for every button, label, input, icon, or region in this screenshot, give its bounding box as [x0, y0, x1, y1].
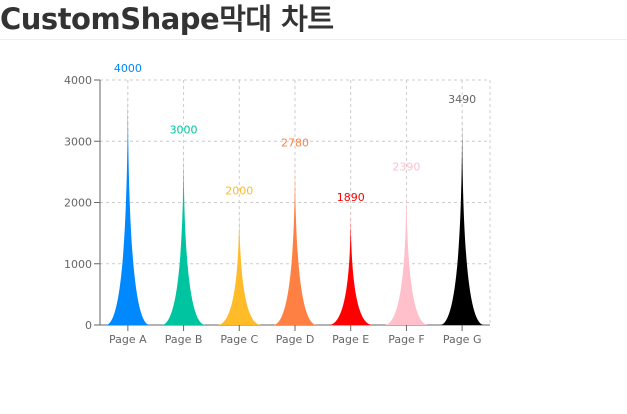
y-tick-label: 1000: [64, 258, 92, 271]
bar[interactable]: [105, 80, 150, 325]
bar-value-label: 4000: [114, 62, 142, 75]
bar-value-label: 3000: [170, 123, 198, 136]
y-tick-label: 2000: [64, 197, 92, 210]
x-tick-label: Page E: [332, 333, 369, 346]
bar[interactable]: [384, 178, 429, 325]
bar[interactable]: [328, 209, 373, 325]
x-tick-label: Page G: [443, 333, 482, 346]
bar-value-label: 2780: [281, 137, 309, 150]
bar[interactable]: [273, 154, 317, 325]
bar-value-label: 2390: [392, 161, 420, 174]
title-divider: [0, 39, 627, 40]
bars: [105, 80, 485, 326]
x-tick-label: Page A: [109, 333, 147, 346]
page-title: CustomShape막대 차트: [0, 2, 334, 36]
x-tick-label: Page F: [388, 333, 424, 346]
bar[interactable]: [440, 111, 485, 325]
y-tick-label: 4000: [64, 74, 92, 87]
bar[interactable]: [161, 141, 206, 325]
x-tick-label: Page D: [276, 333, 315, 346]
x-tick-label: Page B: [165, 333, 203, 346]
bar-value-label: 1890: [337, 191, 365, 204]
y-tick-label: 0: [85, 319, 92, 332]
y-tick-label: 3000: [64, 135, 92, 148]
bar-value-label: 2000: [225, 185, 253, 198]
data-labels: 4000 3000 2000 2780 1890 2390 3490: [114, 62, 476, 204]
x-tick-label: Page C: [220, 333, 258, 346]
bar-value-label: 3490: [448, 93, 476, 106]
bar[interactable]: [217, 202, 262, 326]
